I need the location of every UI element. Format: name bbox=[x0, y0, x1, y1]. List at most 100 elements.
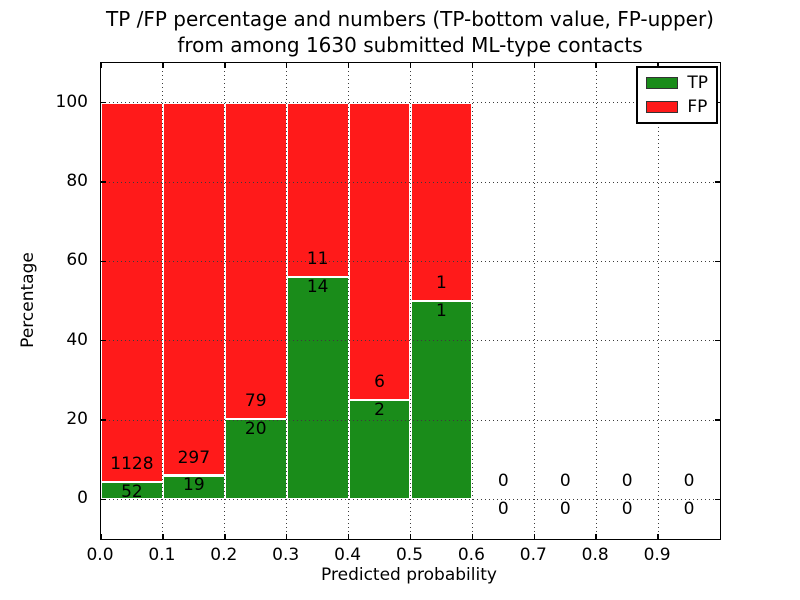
y-tick-mark bbox=[715, 498, 720, 501]
gridline-vertical bbox=[286, 63, 288, 539]
gridline-horizontal bbox=[101, 498, 720, 500]
x-tick-mark bbox=[409, 63, 412, 68]
y-tick-mark bbox=[101, 498, 106, 501]
x-tick-mark bbox=[657, 534, 659, 539]
x-tick-label: 0.3 bbox=[272, 545, 300, 565]
gridline-vertical bbox=[533, 63, 535, 539]
legend-label: FP bbox=[687, 97, 708, 117]
tp-count-annotation: 0 bbox=[497, 499, 509, 520]
y-tick-mark bbox=[715, 339, 720, 342]
y-tick-mark bbox=[715, 260, 720, 263]
bar-segment-tp bbox=[348, 400, 411, 500]
y-tick-label: 80 bbox=[66, 171, 88, 191]
legend-swatch-fp bbox=[646, 101, 679, 113]
x-tick-mark bbox=[162, 534, 164, 539]
y-tick-mark bbox=[101, 181, 106, 183]
tp-count-annotation: 0 bbox=[621, 499, 633, 520]
x-tick-mark bbox=[285, 63, 288, 68]
x-tick-mark bbox=[533, 63, 536, 68]
fp-count-annotation: 6 bbox=[374, 372, 385, 393]
x-tick-mark bbox=[224, 63, 226, 68]
x-tick-mark bbox=[595, 534, 597, 539]
gridline-horizontal bbox=[101, 340, 720, 342]
gridline-vertical bbox=[224, 63, 226, 539]
x-tick-mark bbox=[471, 63, 474, 68]
gridline-horizontal bbox=[101, 260, 720, 262]
x-tick-mark bbox=[595, 63, 597, 68]
fp-count-annotation: 0 bbox=[497, 471, 509, 492]
bar-segment-fp bbox=[410, 102, 473, 301]
gridline-vertical bbox=[657, 63, 659, 539]
fp-count-annotation: 297 bbox=[177, 447, 211, 468]
y-tick-mark bbox=[101, 101, 106, 104]
chart-title-line1: TP /FP percentage and numbers (TP-bottom… bbox=[106, 7, 714, 31]
x-tick-mark bbox=[224, 534, 226, 539]
tp-count-annotation: 1 bbox=[436, 300, 447, 321]
y-tick-mark bbox=[101, 419, 106, 421]
tp-count-annotation: 14 bbox=[306, 277, 329, 298]
x-tick-label: 0.0 bbox=[86, 545, 114, 565]
gridline-vertical bbox=[471, 63, 473, 539]
y-tick-label: 20 bbox=[66, 409, 88, 429]
plot-area: TP FP 1128 52 297 19 79 20 11 14 6 2 1 1 0 0 0 0 0 0 0 0 bbox=[100, 62, 721, 540]
x-tick-label: 0.6 bbox=[457, 545, 485, 565]
legend-label: TP bbox=[687, 73, 708, 93]
bar-segment-tp bbox=[286, 277, 349, 500]
chart-title-line2: from among 1630 submitted ML-type contac… bbox=[177, 33, 643, 57]
x-tick-mark bbox=[100, 63, 102, 68]
x-tick-label: 0.5 bbox=[395, 545, 424, 565]
x-tick-label: 0.4 bbox=[334, 545, 362, 565]
gridline-vertical bbox=[348, 63, 350, 539]
y-tick-mark bbox=[715, 419, 720, 421]
gridline-vertical bbox=[595, 63, 597, 539]
bar-segment-tp bbox=[410, 301, 473, 500]
tp-count-annotation: 20 bbox=[244, 419, 267, 440]
gridline-horizontal bbox=[101, 181, 720, 183]
tp-count-annotation: 0 bbox=[559, 499, 571, 520]
tp-count-annotation: 0 bbox=[683, 499, 695, 520]
legend: TP FP bbox=[636, 66, 718, 124]
bar-segment-fp bbox=[101, 102, 163, 482]
fp-count-annotation: 1 bbox=[436, 273, 447, 294]
x-tick-mark bbox=[162, 63, 164, 68]
legend-entry-fp: FP bbox=[646, 98, 708, 116]
legend-entry-tp: TP bbox=[646, 74, 708, 92]
y-tick-label: 100 bbox=[55, 91, 88, 112]
x-tick-label: 0.1 bbox=[148, 545, 176, 565]
gridline-vertical bbox=[162, 63, 164, 539]
fp-count-annotation: 1128 bbox=[110, 453, 154, 474]
fp-count-annotation: 0 bbox=[683, 471, 695, 492]
gridline-horizontal bbox=[101, 102, 720, 104]
x-tick-label: 0.7 bbox=[519, 545, 547, 565]
x-tick-mark bbox=[285, 534, 288, 539]
chart-title: TP /FP percentage and numbers (TP-bottom… bbox=[100, 6, 720, 58]
fp-count-annotation: 0 bbox=[559, 471, 571, 492]
x-axis-label: Predicted probability bbox=[321, 565, 497, 585]
x-tick-mark bbox=[347, 63, 350, 68]
x-tick-mark bbox=[657, 63, 659, 68]
fp-count-annotation: 11 bbox=[306, 249, 329, 270]
y-tick-label: 0 bbox=[77, 488, 88, 509]
tp-count-annotation: 2 bbox=[374, 400, 385, 420]
tp-count-annotation: 19 bbox=[183, 475, 205, 496]
x-tick-mark bbox=[409, 534, 412, 539]
x-tick-mark bbox=[471, 534, 474, 539]
x-tick-mark bbox=[347, 534, 350, 539]
y-tick-mark bbox=[715, 181, 720, 183]
tp-count-annotation: 52 bbox=[121, 481, 143, 502]
x-tick-mark bbox=[100, 534, 102, 539]
y-tick-label: 40 bbox=[66, 329, 88, 350]
x-tick-mark bbox=[533, 534, 536, 539]
fp-count-annotation: 79 bbox=[244, 391, 267, 412]
gridline-horizontal bbox=[101, 419, 720, 421]
x-tick-label: 0.9 bbox=[643, 545, 671, 565]
x-tick-label: 0.8 bbox=[581, 545, 609, 565]
bar-segment-fp bbox=[348, 102, 411, 401]
x-tick-label: 0.2 bbox=[210, 545, 238, 565]
fp-count-annotation: 0 bbox=[621, 471, 633, 492]
legend-swatch-tp bbox=[646, 77, 679, 89]
gridline-vertical bbox=[410, 63, 411, 539]
y-tick-mark bbox=[101, 339, 106, 342]
y-tick-mark bbox=[101, 260, 106, 263]
